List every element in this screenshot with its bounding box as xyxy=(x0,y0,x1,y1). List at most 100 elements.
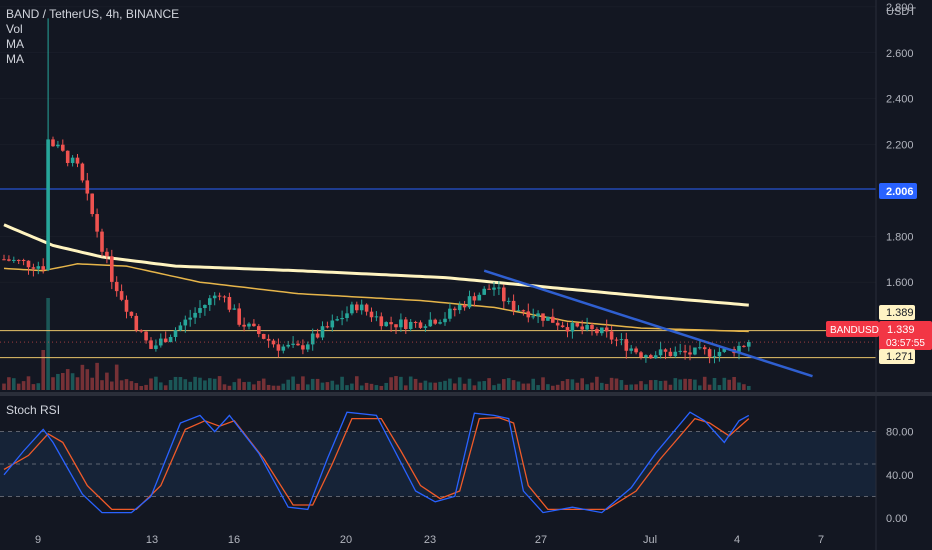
candle-body xyxy=(634,348,638,353)
candle-body xyxy=(521,310,526,312)
candle-body xyxy=(320,326,325,338)
candle-body xyxy=(355,304,359,311)
last-price-value: 1.339 xyxy=(887,324,915,336)
volume-bar xyxy=(619,380,624,390)
volume-bar xyxy=(673,378,678,390)
volume-bar xyxy=(325,382,330,390)
volume-bar xyxy=(482,381,486,390)
candle-body xyxy=(335,319,339,321)
volume-bar xyxy=(742,384,746,390)
candle-body xyxy=(673,351,678,357)
volume-bar xyxy=(492,385,496,390)
rsi-d-line xyxy=(3,416,750,511)
symbol-title[interactable]: BAND / TetherUS, 4h, BINANCE xyxy=(6,7,180,21)
candle-body xyxy=(266,338,271,341)
candle-body xyxy=(619,339,624,341)
candle-body xyxy=(693,347,697,355)
volume-bar xyxy=(634,384,638,390)
last-price-tag: 1.339 03:57:55 xyxy=(879,321,932,350)
volume-bar xyxy=(668,384,673,390)
volume-bar xyxy=(124,379,129,390)
volume-bar xyxy=(658,380,663,390)
candle-body xyxy=(26,260,31,268)
volume-bar xyxy=(144,384,148,390)
candle-body xyxy=(85,180,90,194)
price-axis[interactable]: 2.800 2.600 2.400 2.200 1.800 1.600 xyxy=(886,2,914,289)
candle-body xyxy=(683,350,687,353)
candle-body xyxy=(340,317,344,320)
candle-body xyxy=(570,322,575,332)
volume-bar xyxy=(516,381,521,390)
legend-item-vol[interactable]: Vol xyxy=(6,22,23,36)
volume-bar xyxy=(276,385,281,390)
candle-body xyxy=(350,304,354,314)
volume-bar xyxy=(609,377,614,390)
volume-bar xyxy=(649,380,653,390)
volume-bar xyxy=(173,376,178,390)
volume-bar xyxy=(747,385,751,390)
candle-body xyxy=(237,308,241,325)
legend-item-ma-1[interactable]: MA xyxy=(6,37,24,51)
legend-item-ma-2[interactable]: MA xyxy=(6,52,24,66)
volume-bar xyxy=(653,379,658,390)
volume-bar xyxy=(379,385,384,390)
volume-bar xyxy=(555,384,560,390)
volume-bar xyxy=(301,376,305,390)
candle-body xyxy=(585,324,589,330)
volume-bar xyxy=(26,376,31,390)
rsi-title[interactable]: Stoch RSI xyxy=(6,403,61,417)
pane-separator[interactable] xyxy=(0,392,932,396)
candle-body xyxy=(345,313,349,318)
volume-bar xyxy=(31,384,36,390)
candle-body xyxy=(565,327,570,332)
candle-body xyxy=(65,150,70,163)
volume-bar xyxy=(193,376,197,390)
candle-body xyxy=(698,347,702,349)
candle-body xyxy=(477,294,482,301)
candle-body xyxy=(301,345,305,350)
volume-bar xyxy=(134,383,139,390)
time-tick-label: 4 xyxy=(734,534,740,546)
price-tick-label: 1.600 xyxy=(886,277,914,289)
volume-bar xyxy=(560,381,565,390)
candle-body xyxy=(257,326,261,334)
candle-body xyxy=(502,287,506,302)
volume-bar xyxy=(408,376,413,390)
volume-bar xyxy=(320,382,325,390)
volume-bar xyxy=(252,384,256,390)
candle-body xyxy=(296,343,300,346)
candle-body xyxy=(433,319,437,324)
candle-body xyxy=(315,333,320,338)
volume-bar xyxy=(129,381,134,390)
time-axis[interactable]: 9 13 16 20 23 27 Jul 4 7 xyxy=(35,534,824,546)
volume-bar xyxy=(41,350,45,390)
rsi-axis[interactable]: 80.00 40.00 0.00 xyxy=(886,427,914,525)
volume-bar xyxy=(546,384,550,390)
volume-bar xyxy=(639,381,643,390)
level-high-tag-value: 1.389 xyxy=(886,307,914,319)
chart-grid xyxy=(0,6,876,283)
candle-body xyxy=(217,295,222,297)
volume-bar xyxy=(394,376,398,390)
volume-bar xyxy=(737,382,741,390)
candle-body xyxy=(242,324,246,327)
candle-body xyxy=(560,325,565,328)
volume-bar xyxy=(139,385,143,390)
volume-bar xyxy=(95,362,99,390)
candle-body xyxy=(359,304,364,311)
trendline[interactable] xyxy=(483,269,813,378)
currency-label: USDT xyxy=(886,6,916,18)
candle-body xyxy=(163,338,168,343)
volume-bar xyxy=(497,383,501,390)
candle-body xyxy=(168,337,173,343)
candle-body xyxy=(438,322,442,324)
volume-bar xyxy=(114,364,119,390)
volume-bar xyxy=(75,377,80,390)
volume-bar xyxy=(208,378,212,390)
candle-body xyxy=(595,329,599,334)
rsi-tick-label: 80.00 xyxy=(886,427,914,439)
candle-body xyxy=(379,316,384,327)
volume-bar xyxy=(580,378,584,390)
candle-body xyxy=(110,256,114,282)
